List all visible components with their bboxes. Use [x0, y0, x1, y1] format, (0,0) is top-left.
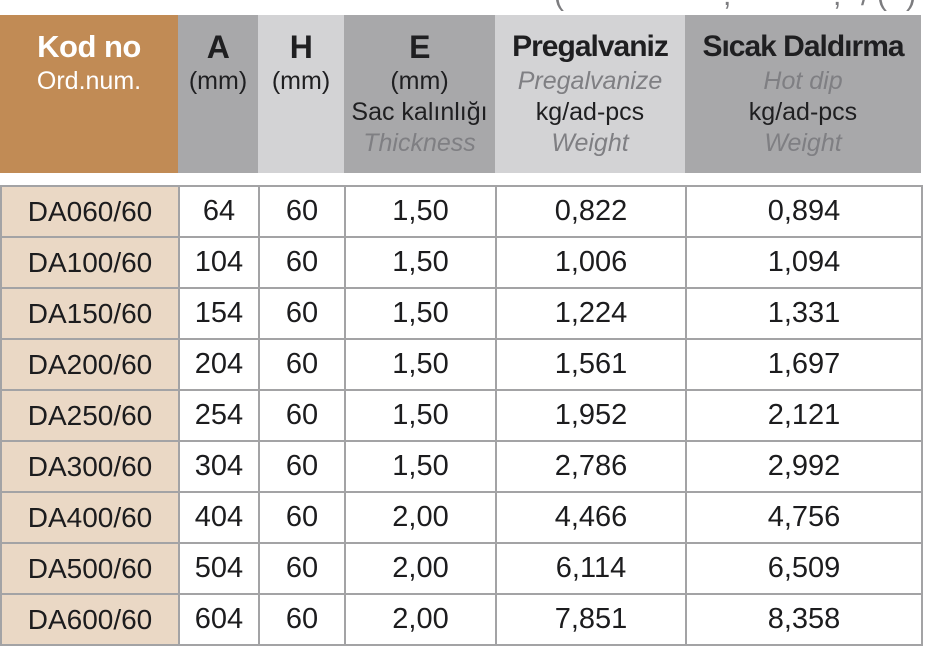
cell-pregalvaniz: 1,006 [495, 236, 687, 289]
header-h-title: H [289, 29, 313, 65]
cell-code: DA500/60 [0, 542, 180, 595]
header-sicak-weight: Weight [764, 129, 842, 157]
cell-pregalvaniz: 4,466 [495, 491, 687, 544]
header-a-title: A [206, 29, 230, 65]
header-pregalvaniz-unit: kg/ad-pcs [535, 98, 645, 126]
cropped-glyph: ) [906, 0, 916, 11]
header-pregalvaniz-en: Pregalvanize [517, 67, 663, 95]
header-kod-title: Kod no [37, 29, 141, 64]
header-sicak-title: Sıcak Daldırma [702, 30, 904, 63]
header-e-sac-kalinligi: Sac kalınlığı [351, 98, 488, 126]
cell-h: 60 [258, 593, 346, 646]
cropped-glyph: , [833, 0, 841, 11]
cell-h: 60 [258, 440, 346, 493]
cell-code: DA400/60 [0, 491, 180, 544]
cell-pregalvaniz: 0,822 [495, 185, 687, 238]
cell-sicak: 6,509 [685, 542, 923, 595]
cell-h: 60 [258, 338, 346, 391]
header-sicak-unit: kg/ad-pcs [748, 98, 858, 126]
cell-sicak: 0,894 [685, 185, 923, 238]
header-e-title: E [409, 29, 430, 65]
cell-a: 64 [178, 185, 260, 238]
cell-a: 154 [178, 287, 260, 340]
cell-h: 60 [258, 236, 346, 289]
cell-sicak: 1,331 [685, 287, 923, 340]
cell-pregalvaniz: 6,114 [495, 542, 687, 595]
cell-e: 1,50 [344, 287, 497, 340]
table-row: DA250/60 254 60 1,50 1,952 2,121 [0, 389, 923, 442]
table-row: DA400/60 404 60 2,00 4,466 4,756 [0, 491, 923, 544]
table-header: Kod no Ord.num. A (mm) H (mm) E (mm) Sac… [0, 15, 921, 173]
cell-code: DA250/60 [0, 389, 180, 442]
header-e: E (mm) Sac kalınlığı Thickness [344, 15, 495, 173]
cell-h: 60 [258, 491, 346, 544]
cell-a: 304 [178, 440, 260, 493]
cell-e: 2,00 [344, 593, 497, 646]
cell-a: 204 [178, 338, 260, 391]
cropped-glyph: ( [877, 0, 887, 11]
cell-a: 104 [178, 236, 260, 289]
cell-sicak: 4,756 [685, 491, 923, 544]
cell-a: 254 [178, 389, 260, 442]
cell-sicak: 2,992 [685, 440, 923, 493]
cell-pregalvaniz: 1,952 [495, 389, 687, 442]
table-row: DA100/60 104 60 1,50 1,006 1,094 [0, 236, 923, 289]
header-e-thickness: Thickness [363, 129, 476, 157]
cell-h: 60 [258, 185, 346, 238]
cell-code: DA060/60 [0, 185, 180, 238]
cell-h: 60 [258, 287, 346, 340]
cell-pregalvaniz: 7,851 [495, 593, 687, 646]
cell-code: DA100/60 [0, 236, 180, 289]
header-kod-no: Kod no Ord.num. [0, 15, 178, 173]
header-a-unit: (mm) [188, 67, 248, 95]
cell-sicak: 1,094 [685, 236, 923, 289]
table-row: DA300/60 304 60 1,50 2,786 2,992 [0, 440, 923, 493]
cell-sicak: 2,121 [685, 389, 923, 442]
cropped-glyph: , [723, 0, 731, 11]
header-h-unit: (mm) [271, 67, 331, 95]
cropped-glyph: ( [554, 0, 564, 11]
cell-e: 2,00 [344, 542, 497, 595]
cell-e: 1,50 [344, 185, 497, 238]
cell-code: DA150/60 [0, 287, 180, 340]
header-kod-subtitle: Ord.num. [36, 67, 142, 95]
cell-sicak: 1,697 [685, 338, 923, 391]
cell-e: 2,00 [344, 491, 497, 544]
header-sicak-daldirma: Sıcak Daldırma Hot dip kg/ad-pcs Weight [685, 15, 921, 173]
header-h: H (mm) [258, 15, 344, 173]
header-sicak-en: Hot dip [763, 67, 843, 95]
cell-e: 1,50 [344, 440, 497, 493]
table-row: DA600/60 604 60 2,00 7,851 8,358 [0, 593, 923, 646]
header-pregalvaniz: Pregalvaniz Pregalvanize kg/ad-pcs Weigh… [495, 15, 685, 173]
cell-code: DA600/60 [0, 593, 180, 646]
cell-pregalvaniz: 1,224 [495, 287, 687, 340]
header-pregalvaniz-weight: Weight [551, 129, 629, 157]
spec-table-rows: DA060/60 64 60 1,50 0,822 0,894 DA100/60 104 60 1… [0, 185, 923, 646]
header-pregalvaniz-title: Pregalvaniz [512, 30, 669, 63]
table-row: DA200/60 204 60 1,50 1,561 1,697 [0, 338, 923, 391]
cell-h: 60 [258, 389, 346, 442]
cell-a: 404 [178, 491, 260, 544]
cell-pregalvaniz: 1,561 [495, 338, 687, 391]
cell-sicak: 8,358 [685, 593, 923, 646]
cell-h: 60 [258, 542, 346, 595]
cell-e: 1,50 [344, 338, 497, 391]
cell-pregalvaniz: 2,786 [495, 440, 687, 493]
cropped-text-top: (,, / () [0, 0, 925, 13]
cell-e: 1,50 [344, 389, 497, 442]
cell-code: DA200/60 [0, 338, 180, 391]
table-row: DA060/60 64 60 1,50 0,822 0,894 [0, 185, 923, 238]
cell-code: DA300/60 [0, 440, 180, 493]
table-row: DA150/60 154 60 1,50 1,224 1,331 [0, 287, 923, 340]
spec-table-body: DA060/60 64 60 1,50 0,822 0,894 DA100/60 104 60 1… [0, 185, 923, 646]
cell-a: 504 [178, 542, 260, 595]
cropped-glyph: / [861, 0, 869, 11]
header-e-unit: (mm) [390, 67, 449, 95]
cell-a: 604 [178, 593, 260, 646]
cell-e: 1,50 [344, 236, 497, 289]
table-row: DA500/60 504 60 2,00 6,114 6,509 [0, 542, 923, 595]
header-a: A (mm) [178, 15, 258, 173]
